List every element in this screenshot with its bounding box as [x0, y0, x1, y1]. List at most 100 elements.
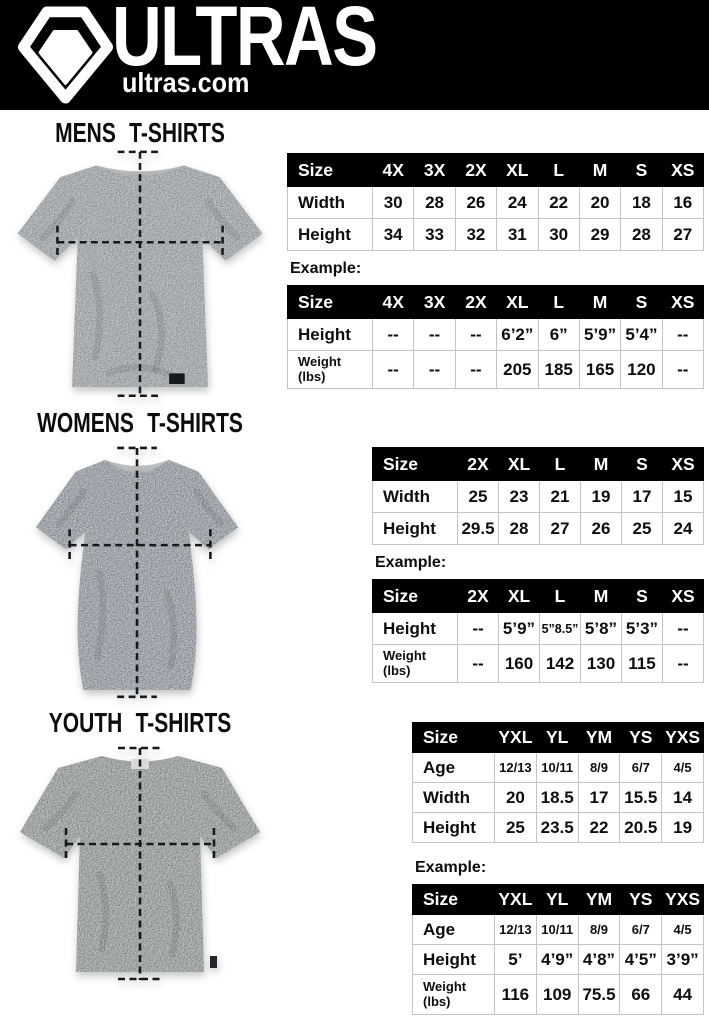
value-cell: 25	[494, 812, 537, 843]
site-url: ultras.com	[122, 67, 250, 98]
size-col-header: L	[537, 285, 580, 319]
value-cell: 185	[537, 350, 580, 389]
value-cell: 20	[578, 186, 622, 219]
value-cell: 8/9	[577, 914, 621, 945]
size-col-header: M	[578, 285, 622, 319]
row-label: Weight (lbs)	[372, 644, 458, 683]
value-cell: 15	[662, 480, 704, 513]
row-label: Height	[287, 318, 373, 351]
mens-example-label: Example:	[290, 260, 362, 277]
size-col-header: YM	[577, 884, 621, 915]
size-col-header: YXS	[661, 722, 704, 753]
size-col-header: M	[580, 579, 622, 613]
size-col-header: 2X	[454, 285, 498, 319]
size-col-header: 3X	[413, 153, 456, 187]
value-cell: 33	[413, 218, 456, 251]
value-cell: 205	[496, 350, 539, 389]
value-cell: 34	[371, 218, 415, 251]
value-cell: 10/11	[535, 752, 579, 783]
height-measure-line	[117, 446, 157, 699]
size-col-header: 2X	[457, 579, 499, 613]
size-col-header: YS	[619, 884, 663, 915]
size-row-header: Size	[372, 447, 458, 481]
size-col-header: XL	[498, 579, 540, 613]
size-col-header: XS	[662, 579, 704, 613]
youth-heading: YOUTH T-SHIRTS	[48, 707, 232, 738]
value-cell: 24	[496, 186, 539, 219]
size-col-header: XL	[496, 153, 539, 187]
row-label: Height	[412, 812, 495, 843]
value-cell: 18	[620, 186, 663, 219]
value-cell: 27	[539, 512, 581, 545]
value-cell: 4’8”	[577, 944, 621, 975]
size-row-header: Size	[287, 153, 373, 187]
size-col-header: XS	[661, 153, 705, 187]
row-label: Age	[412, 914, 495, 945]
value-cell: 27	[661, 218, 705, 251]
ultras-pentagon-logo-icon	[17, 6, 114, 104]
value-cell: 4’9”	[535, 944, 579, 975]
value-cell: --	[662, 612, 704, 645]
value-cell: 5’9”	[498, 612, 540, 645]
value-cell: 17	[621, 480, 663, 513]
value-cell: 22	[537, 186, 580, 219]
youth-tables-panel: Size YXL YL YM YS YXS Age 12/13 10/11 8/9 6/7 4/5 Wi…	[412, 722, 704, 1015]
size-col-header: YXL	[494, 722, 537, 753]
size-col-header: L	[537, 153, 580, 187]
value-cell: 16	[661, 186, 705, 219]
size-col-header: S	[621, 447, 663, 481]
youth-example-label: Example:	[415, 859, 487, 876]
womens-tables-panel: Size 2X XL L M S XS Width 25 23 21 19 17 15 Height 29.5…	[372, 447, 704, 683]
value-cell: --	[371, 318, 415, 351]
row-label: Width	[372, 480, 458, 513]
height-measure-line	[117, 150, 163, 397]
width-measure-line	[64, 828, 216, 860]
value-cell: 12/13	[494, 914, 537, 945]
value-cell: 22	[577, 812, 621, 843]
value-cell: 24	[662, 512, 704, 545]
row-label: Height	[287, 218, 373, 251]
row-label: Weight (lbs)	[412, 974, 495, 1015]
value-cell: 109	[535, 974, 579, 1015]
mens-size-table: Size 4X 3X 2X XL L M S XS Width 30 28 26 24 22 20 18 16 He…	[287, 153, 705, 251]
value-cell: 28	[620, 218, 663, 251]
womens-shirt-panel: WOMENS T-SHIRTS	[0, 408, 372, 702]
value-cell: 6’2”	[496, 318, 539, 351]
value-cell: 44	[661, 974, 704, 1015]
size-col-header: XL	[498, 447, 540, 481]
value-cell: --	[457, 644, 499, 683]
size-col-header: 4X	[371, 285, 415, 319]
womens-size-table: Size 2X XL L M S XS Width 25 23 21 19 17 15 Height 29.5…	[372, 447, 704, 545]
section-womens: WOMENS T-SHIRTS Size 2X XL L M S XS Width 25 23 2	[0, 408, 709, 702]
value-cell: --	[662, 644, 704, 683]
value-cell: 5’8”	[580, 612, 622, 645]
value-cell: --	[454, 350, 498, 389]
value-cell: 12/13	[494, 752, 537, 783]
size-col-header: XS	[662, 447, 704, 481]
womens-example-table: Size 2X XL L M S XS Height -- 5’9” 5”8.5” 5’8” 5’3” -…	[372, 579, 704, 683]
collar	[102, 756, 178, 766]
value-cell: --	[661, 318, 705, 351]
value-cell: 4’5”	[619, 944, 663, 975]
size-col-header: YL	[535, 884, 579, 915]
value-cell: 30	[537, 218, 580, 251]
value-cell: 8/9	[577, 752, 621, 783]
row-label: Width	[287, 186, 373, 219]
value-cell: 5’3”	[621, 612, 663, 645]
value-cell: --	[661, 350, 705, 389]
size-col-header: S	[620, 285, 663, 319]
value-cell: 14	[661, 782, 704, 813]
value-cell: 5’	[494, 944, 537, 975]
value-cell: --	[454, 318, 498, 351]
mens-example-table: Size 4X 3X 2X XL L M S XS Height -- -- -- 6’2” 6” 5’9” 5…	[287, 285, 705, 389]
mens-tables-panel: Size 4X 3X 2X XL L M S XS Width 30 28 26 24 22 20 18 16 He…	[287, 153, 705, 389]
size-col-header: YXS	[661, 884, 704, 915]
width-measure-line	[68, 529, 212, 561]
hem-tag	[210, 956, 217, 968]
value-cell: 142	[539, 644, 581, 683]
value-cell: 3’9”	[661, 944, 704, 975]
size-row-header: Size	[372, 579, 458, 613]
brand-title: ULTRAS	[112, 0, 378, 83]
value-cell: 4/5	[661, 752, 704, 783]
value-cell: 26	[454, 186, 498, 219]
